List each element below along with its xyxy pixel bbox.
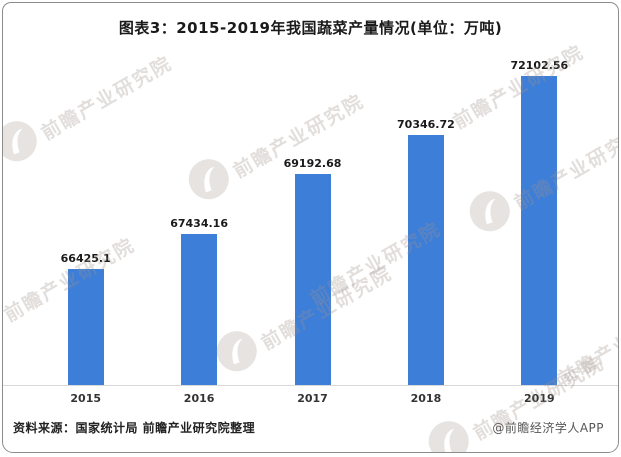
bar-column-2019: 72102.56 [483, 58, 596, 385]
bar-2016 [181, 234, 218, 385]
bar-value-label-2016: 67434.16 [170, 217, 228, 231]
plot-area: 66425.1 67434.16 69192.68 70346.72 72102.56 … [3, 47, 618, 410]
chart-title: 图表3：2015-2019年我国蔬菜产量情况(单位：万吨) [118, 19, 503, 37]
x-axis-labels: 2015 2016 2017 2018 2019 [3, 386, 618, 410]
x-tick-2018: 2018 [410, 392, 442, 405]
bar-2015 [67, 268, 104, 385]
bar-column-2016: 67434.16 [142, 217, 255, 385]
bar-2017 [294, 174, 331, 385]
bar-2019 [521, 75, 558, 385]
bar-value-label-2019: 72102.56 [510, 58, 569, 72]
bar-column-2018: 70346.72 [369, 118, 482, 385]
x-tick-2019: 2019 [524, 392, 555, 405]
bar-value-label-2017: 69192.68 [283, 157, 342, 171]
bars-row: 66425.1 67434.16 69192.68 70346.72 72102.56 [3, 47, 618, 386]
footer: 资料来源：国家统计局 前瞻产业研究院整理 @前瞻经济学人APP [3, 410, 618, 436]
bar-column-2017: 69192.68 [256, 157, 369, 385]
x-tick-2016: 2016 [183, 392, 215, 405]
bar-2018 [407, 135, 444, 385]
x-tick-2017: 2017 [297, 392, 328, 405]
bar-value-label-2018: 70346.72 [397, 118, 455, 132]
x-tick-2015: 2015 [70, 392, 102, 405]
bar-column-2015: 66425.1 [29, 251, 142, 385]
source-text: 资料来源：国家统计局 前瞻产业研究院整理 [13, 421, 256, 435]
credit-text: @前瞻经济学人APP [492, 421, 604, 435]
bar-value-label-2015: 66425.1 [60, 251, 111, 265]
